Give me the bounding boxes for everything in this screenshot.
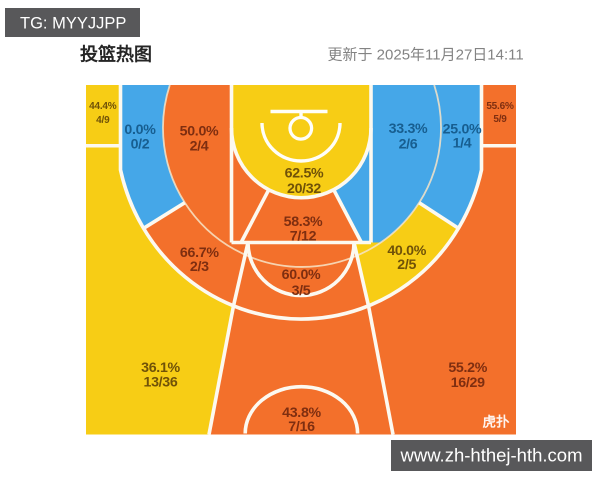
svg-text:43.8%: 43.8% bbox=[282, 405, 321, 421]
svg-text:4/9: 4/9 bbox=[96, 115, 110, 126]
svg-text:58.3%: 58.3% bbox=[284, 214, 323, 230]
svg-text:2/4: 2/4 bbox=[190, 138, 209, 154]
svg-text:62.5%: 62.5% bbox=[285, 165, 324, 181]
svg-text:5/9: 5/9 bbox=[493, 114, 507, 125]
svg-text:40.0%: 40.0% bbox=[387, 243, 426, 259]
svg-text:20/32: 20/32 bbox=[287, 181, 321, 197]
svg-text:2/5: 2/5 bbox=[397, 257, 416, 273]
svg-text:33.3%: 33.3% bbox=[389, 121, 428, 137]
svg-text:36.1%: 36.1% bbox=[141, 360, 180, 376]
svg-text:25.0%: 25.0% bbox=[443, 121, 482, 137]
svg-text:虎扑: 虎扑 bbox=[483, 413, 510, 429]
svg-text:50.0%: 50.0% bbox=[180, 123, 219, 139]
svg-text:7/12: 7/12 bbox=[290, 228, 317, 244]
svg-text:TG: MYYJJPP: TG: MYYJJPP bbox=[20, 15, 126, 33]
svg-text:0.0%: 0.0% bbox=[124, 122, 156, 138]
svg-text:1/4: 1/4 bbox=[453, 135, 472, 151]
svg-text:60.0%: 60.0% bbox=[282, 267, 321, 283]
svg-text:13/36: 13/36 bbox=[143, 375, 177, 391]
svg-text:www.zh-hthej-hth.com: www.zh-hthej-hth.com bbox=[400, 445, 583, 466]
svg-text:2/3: 2/3 bbox=[190, 259, 209, 275]
svg-text:3/5: 3/5 bbox=[292, 283, 311, 299]
svg-text:7/16: 7/16 bbox=[288, 419, 315, 435]
svg-text:66.7%: 66.7% bbox=[180, 245, 219, 261]
svg-text:2/6: 2/6 bbox=[399, 136, 418, 152]
svg-text:55.6%: 55.6% bbox=[486, 101, 514, 112]
svg-text:0/2: 0/2 bbox=[131, 136, 150, 152]
svg-text:投篮热图: 投篮热图 bbox=[80, 44, 152, 65]
svg-text:16/29: 16/29 bbox=[451, 375, 485, 391]
svg-text:更新于 2025年11月27日14:11: 更新于 2025年11月27日14:11 bbox=[328, 46, 524, 63]
svg-text:55.2%: 55.2% bbox=[448, 360, 487, 376]
svg-text:44.4%: 44.4% bbox=[89, 101, 117, 112]
